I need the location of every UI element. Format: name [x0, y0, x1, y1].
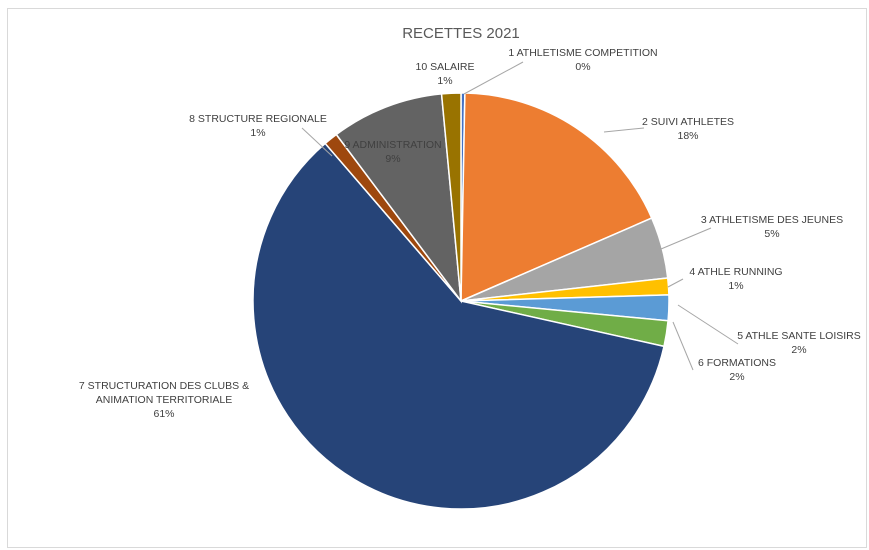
data-label-percent: 5% [764, 228, 779, 240]
data-label-percent: 61% [153, 408, 174, 420]
data-label-1-athletisme-competition: 1 ATHLETISME COMPETITION 0% [508, 47, 657, 73]
pie-slice-7-structuration-des-clubs-animation-territoriale [252, 142, 665, 510]
data-label-10-salaire: 10 SALAIRE 1% [416, 61, 475, 87]
data-label-2-suivi-athletes: 2 SUIVI ATHLETES 18% [642, 116, 734, 142]
data-label-category: 7 STRUCTURATION DES CLUBS & [79, 380, 249, 392]
data-label-percent: 1% [437, 75, 452, 87]
data-label-7-structuration-des-clubs-animation-territoriale: 7 STRUCTURATION DES CLUBS & ANIMATION TER… [79, 380, 249, 420]
data-label-9-administration: 9 ADMINISTRATION 9% [344, 139, 441, 165]
data-label-category: 1 ATHLETISME COMPETITION [508, 47, 657, 59]
data-label-percent: 1% [250, 127, 265, 139]
data-label-6-formations: 6 FORMATIONS 2% [698, 357, 776, 383]
data-label-percent: 2% [729, 371, 744, 383]
data-label-4-athle-running: 4 ATHLE RUNNING 1% [689, 266, 782, 292]
data-label-category: 8 STRUCTURE REGIONALE [189, 113, 327, 125]
data-label-category: 10 SALAIRE [416, 61, 475, 73]
leader-line-3-athletisme-des-jeunes [660, 227, 712, 250]
data-label-5-athle-sante-loisirs: 5 ATHLE SANTE LOISIRS 2% [737, 330, 861, 356]
leader-line-6-formations [672, 321, 694, 371]
pie-slice-9-administration [335, 93, 462, 304]
pie-slice-2-suivi-athletes [460, 92, 653, 303]
data-label-percent: 9% [385, 153, 400, 165]
data-label-category: 5 ATHLE SANTE LOISIRS [737, 330, 861, 342]
leader-line-8-structure-regionale [301, 127, 333, 157]
data-label-percent: 18% [677, 130, 698, 142]
leader-lines [301, 61, 739, 371]
data-label-category: 6 FORMATIONS [698, 357, 776, 369]
data-label-3-athletisme-des-jeunes: 3 ATHLETISME DES JEUNES 5% [701, 214, 843, 240]
chart-title: RECETTES 2021 [402, 25, 520, 42]
data-label-percent: 0% [575, 61, 590, 73]
leader-line-5-athle-sante-loisirs [677, 304, 739, 345]
leader-line-2-suivi-athletes [603, 127, 645, 133]
pie-chart: RECETTES 2021 1 ATHLETISME COMPETITION 0%… [79, 25, 861, 510]
data-label-category: 9 ADMINISTRATION [344, 139, 441, 151]
leader-line-1-athletisme-competition [463, 61, 524, 95]
pie-slices [252, 92, 670, 510]
data-label-category: 4 ATHLE RUNNING [689, 266, 782, 278]
chart-frame: RECETTES 2021 1 ATHLETISME COMPETITION 0%… [7, 8, 867, 548]
data-label-percent: 2% [791, 344, 806, 356]
data-labels: 1 ATHLETISME COMPETITION 0% 2 SUIVI ATHLET… [79, 47, 861, 420]
data-label-category: 3 ATHLETISME DES JEUNES [701, 214, 843, 226]
data-label-category: 2 SUIVI ATHLETES [642, 116, 734, 128]
leader-line-4-athle-running [667, 278, 684, 288]
data-label-percent: 1% [728, 280, 743, 292]
pie-slice-10-salaire [440, 92, 462, 302]
data-label-8-structure-regionale: 8 STRUCTURE REGIONALE 1% [189, 113, 327, 139]
data-label-category: ANIMATION TERRITORIALE [96, 394, 233, 406]
